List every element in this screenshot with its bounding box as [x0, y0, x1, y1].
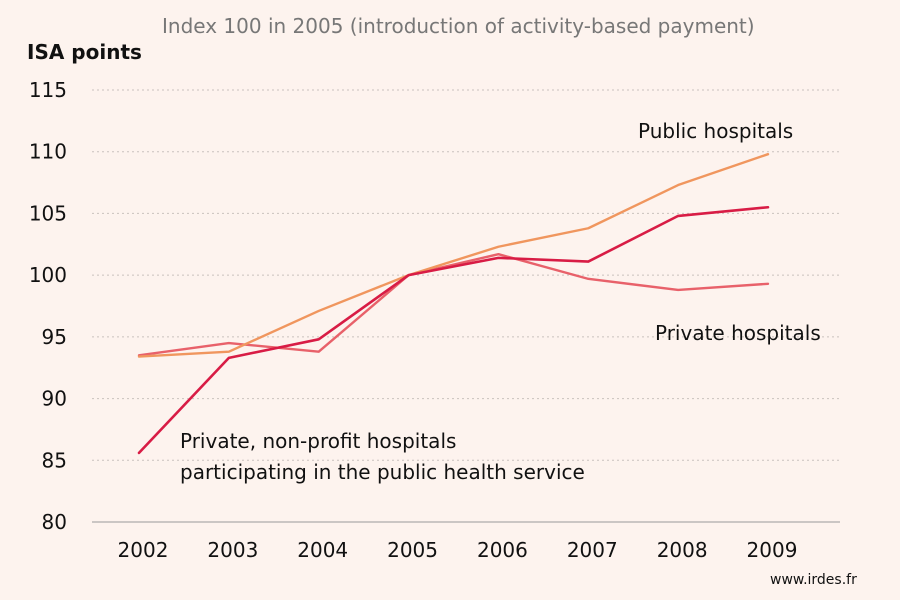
- x-axis-ticks: 2002 2003 2004 2005 2006 2007 2008 2009: [118, 538, 798, 562]
- annotation-nonprofit-line1: Private, non-profit hospitals: [180, 429, 456, 453]
- annotation-private-hospitals: Private hospitals: [655, 321, 821, 345]
- y-tick-label: 95: [42, 325, 67, 349]
- chart-subtitle: Index 100 in 2005 (introduction of activ…: [162, 14, 755, 38]
- x-tick-label: 2004: [297, 538, 348, 562]
- x-tick-label: 2003: [207, 538, 258, 562]
- y-axis-ticks: 80 85 90 95 100 105 110 115: [29, 78, 67, 534]
- y-tick-label: 90: [42, 387, 67, 411]
- source-credit: www.irdes.fr: [770, 572, 857, 588]
- y-tick-label: 100: [29, 263, 67, 287]
- x-tick-label: 2005: [387, 538, 438, 562]
- grid: [92, 89, 840, 523]
- x-tick-label: 2008: [657, 538, 708, 562]
- annotation-nonprofit-line2: participating in the public health servi…: [180, 460, 585, 484]
- x-tick-label: 2009: [747, 538, 798, 562]
- y-tick-label: 85: [42, 448, 67, 472]
- annotation-public-hospitals: Public hospitals: [638, 119, 793, 143]
- y-tick-label: 110: [29, 140, 67, 164]
- x-tick-label: 2002: [118, 538, 169, 562]
- y-axis-label: ISA points: [27, 40, 142, 64]
- series-line-public-hospitals: [137, 152, 770, 358]
- y-tick-label: 80: [42, 510, 67, 534]
- y-tick-label: 105: [29, 201, 67, 225]
- y-tick-label: 115: [29, 78, 67, 102]
- series-line-nonprofit-hospitals: [137, 205, 770, 455]
- x-tick-label: 2007: [567, 538, 618, 562]
- x-tick-label: 2006: [477, 538, 528, 562]
- series-lines: [137, 152, 770, 455]
